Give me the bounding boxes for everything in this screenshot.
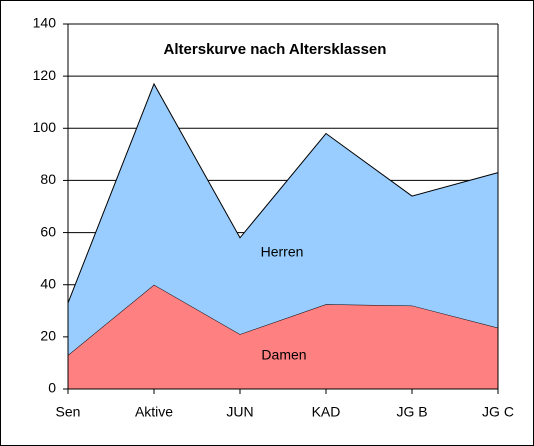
x-tick-label: Sen bbox=[56, 404, 81, 420]
x-tick-label: JUN bbox=[226, 404, 253, 420]
area bbox=[68, 83, 498, 356]
x-tick-label: Aktive bbox=[135, 404, 173, 420]
y-tick-label: 0 bbox=[48, 380, 56, 396]
y-tick-label: 60 bbox=[40, 223, 56, 239]
y-tick-label: 80 bbox=[40, 171, 56, 187]
y-tick-label: 20 bbox=[40, 328, 56, 344]
x-tick-label: KAD bbox=[312, 404, 341, 420]
y-tick-label: 100 bbox=[33, 119, 57, 135]
area bbox=[68, 284, 498, 389]
y-tick-label: 120 bbox=[33, 67, 57, 83]
x-tick-label: JG C bbox=[482, 404, 514, 420]
area-outline bbox=[67, 82, 499, 304]
series-label: Herren bbox=[261, 244, 304, 260]
series-label: Damen bbox=[261, 347, 306, 363]
chart-title: Alterskurve nach Altersklassen bbox=[164, 41, 387, 58]
y-tick-label: 40 bbox=[40, 275, 56, 291]
y-tick-label: 140 bbox=[33, 15, 57, 31]
x-tick-label: JG B bbox=[396, 404, 427, 420]
